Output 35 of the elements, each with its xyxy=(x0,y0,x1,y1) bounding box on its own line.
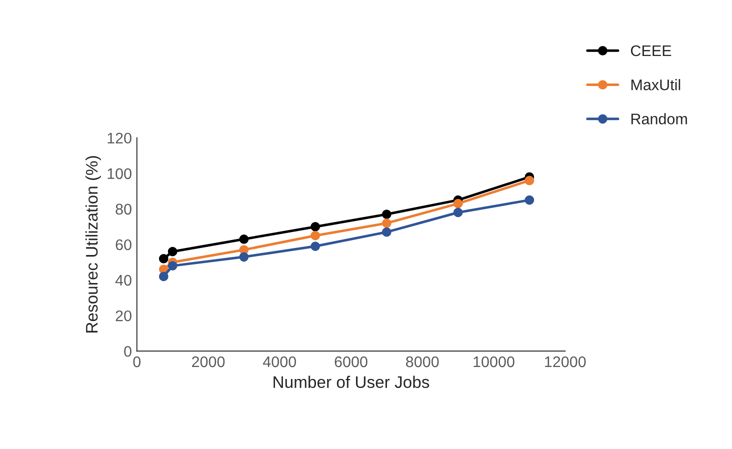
x-axis-title: Number of User Jobs xyxy=(274,376,430,388)
point xyxy=(382,210,392,219)
legend-label: CEEE xyxy=(630,45,672,56)
x-tick-label: 0 xyxy=(133,356,141,368)
point xyxy=(310,242,320,251)
point xyxy=(239,234,249,244)
y-tick-label: 0 xyxy=(124,346,132,357)
point xyxy=(453,208,463,218)
y-axis-title: Resourec Utilization (%) xyxy=(85,156,101,332)
point xyxy=(382,218,392,228)
point xyxy=(158,272,168,282)
y-tick-label: 40 xyxy=(115,274,132,286)
point xyxy=(168,246,178,256)
legend-label: MaxUtil xyxy=(631,79,680,90)
point xyxy=(310,230,320,240)
x-tick-label: 8000 xyxy=(406,356,439,368)
legend-label: Random xyxy=(631,113,687,124)
x-tick-label: 4000 xyxy=(262,356,296,368)
x-tick-label: 12000 xyxy=(545,356,586,368)
point xyxy=(168,261,178,270)
y-tick-label: 60 xyxy=(116,239,132,250)
point xyxy=(239,252,249,262)
point xyxy=(524,176,534,186)
point xyxy=(382,227,392,237)
point xyxy=(158,254,168,264)
y-tick-label: 100 xyxy=(108,168,132,180)
point xyxy=(310,222,320,232)
point xyxy=(453,198,463,208)
x-tick-label: 6000 xyxy=(334,356,368,368)
x-tick-label: 2000 xyxy=(192,356,225,368)
y-tick-label: 80 xyxy=(116,204,132,215)
y-tick-label: 20 xyxy=(116,310,132,322)
x-tick-label: 10000 xyxy=(474,356,514,368)
y-tick-label: 120 xyxy=(108,132,132,144)
point xyxy=(524,195,534,205)
